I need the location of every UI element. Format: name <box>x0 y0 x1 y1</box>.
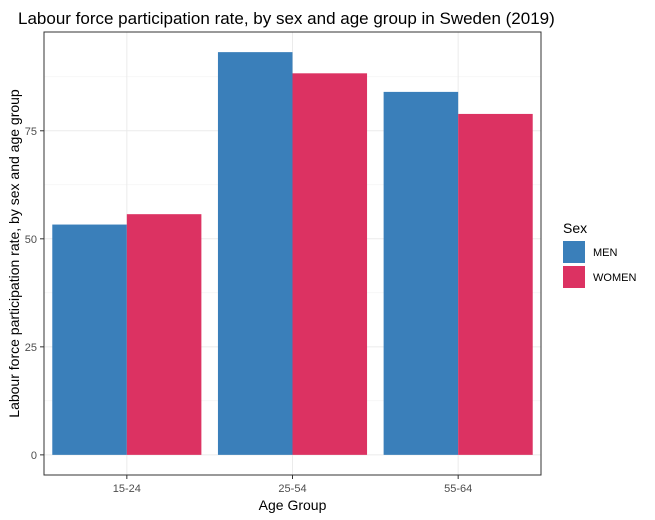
bars <box>52 52 533 455</box>
bar <box>126 214 202 455</box>
y-tick-label: 25 <box>25 342 37 354</box>
chart-title: Labour force participation rate, by sex … <box>18 9 555 28</box>
legend-title: Sex <box>563 220 587 236</box>
legend-label: MEN <box>593 247 618 259</box>
legend-label: WOMEN <box>593 272 636 284</box>
x-tick-label: 55-64 <box>444 483 472 495</box>
bar <box>292 73 368 455</box>
axes: 0 25 50 75 15-24 25-54 55-64 <box>25 126 472 495</box>
bar <box>217 52 293 455</box>
y-tick-label: 75 <box>25 126 37 138</box>
y-tick-label: 50 <box>25 234 37 246</box>
legend-swatch <box>563 241 585 263</box>
bar <box>383 91 459 455</box>
y-tick-label: 0 <box>31 450 37 462</box>
x-axis-title: Age Group <box>259 497 327 513</box>
x-tick-label: 15-24 <box>113 483 141 495</box>
x-tick-label: 25-54 <box>278 483 306 495</box>
bar <box>458 113 533 455</box>
legend-swatch <box>563 266 585 288</box>
bar <box>52 224 127 455</box>
legend: Sex MEN WOMEN <box>563 220 636 288</box>
y-axis-title: Labour force participation rate, by sex … <box>6 89 22 418</box>
